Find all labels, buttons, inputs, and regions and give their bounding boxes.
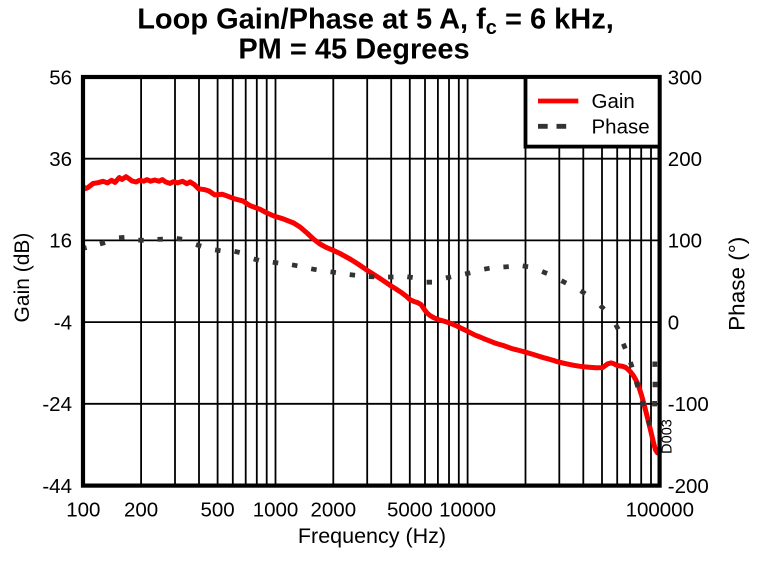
svg-text:Gain (dB): Gain (dB) — [11, 233, 34, 323]
svg-text:PM = 45 Degrees: PM = 45 Degrees — [238, 33, 469, 65]
svg-text:-100: -100 — [668, 393, 709, 416]
svg-text:200: 200 — [124, 498, 158, 521]
svg-text:300: 300 — [668, 66, 702, 89]
svg-text:2000: 2000 — [310, 498, 356, 521]
svg-text:Frequency (Hz): Frequency (Hz) — [298, 524, 446, 548]
svg-text:10000: 10000 — [439, 498, 496, 521]
svg-text:-24: -24 — [42, 393, 72, 416]
svg-text:-200: -200 — [668, 475, 709, 498]
svg-text:-4: -4 — [54, 311, 72, 334]
svg-text:56: 56 — [49, 66, 72, 89]
svg-text:0: 0 — [668, 311, 679, 334]
svg-text:1000: 1000 — [253, 498, 299, 521]
svg-text:-44: -44 — [42, 475, 72, 498]
svg-text:16: 16 — [49, 230, 72, 253]
svg-text:Gain: Gain — [592, 90, 635, 113]
svg-text:200: 200 — [668, 148, 702, 171]
svg-text:36: 36 — [49, 148, 72, 171]
svg-text:100000: 100000 — [626, 498, 694, 521]
svg-text:D003: D003 — [660, 419, 676, 454]
svg-text:5000: 5000 — [387, 498, 433, 521]
svg-text:Phase: Phase — [592, 116, 650, 139]
svg-text:100: 100 — [668, 230, 702, 253]
svg-text:Phase (°): Phase (°) — [725, 237, 750, 331]
svg-text:500: 500 — [200, 498, 234, 521]
svg-text:Loop Gain/Phase at 5 A, fc = 6: Loop Gain/Phase at 5 A, fc = 6 kHz, — [137, 4, 614, 40]
svg-text:100: 100 — [66, 498, 100, 521]
